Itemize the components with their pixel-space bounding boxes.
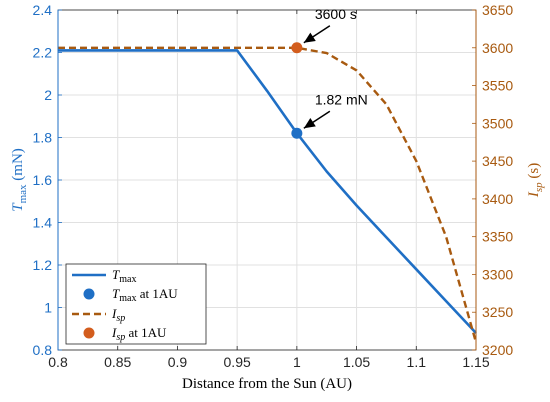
right-y-axis: 3200 3250 3300 3350 3400 3450 3500 3550 3600 3650 (472, 2, 513, 358)
x-tick-label: 1.15 (462, 354, 489, 370)
annotation-label: 1.82 mN (315, 91, 368, 107)
left-y-tick-label: 1.4 (33, 215, 53, 231)
series-layer (58, 42, 478, 343)
legend-label: Isp (111, 306, 125, 324)
left-y-axis: 0.8 1 1.2 1.4 1.6 1.8 2 2.2 2.4 (33, 2, 62, 358)
left-y-tick-label: 1 (44, 300, 52, 316)
right-y-tick-label: 3550 (482, 78, 513, 94)
left-y-tick-label: 1.6 (33, 172, 53, 188)
data-point-i-sp-at-1au (291, 42, 303, 54)
x-tick-label: 1.1 (407, 354, 427, 370)
left-y-tick-label: 2.2 (33, 45, 53, 61)
right-y-axis-label: Isp (s) (526, 163, 545, 198)
x-tick-label: 0.85 (104, 354, 131, 370)
x-tick-label: 1.05 (343, 354, 370, 370)
legend-swatch (83, 327, 95, 339)
right-y-tick-label: 3200 (482, 342, 513, 358)
annotation-arrowhead (303, 32, 316, 43)
legend-label: Isp at 1AU (111, 325, 167, 343)
x-axis-label: Distance from the Sun (AU) (182, 376, 352, 392)
x-axis: 0.8 0.85 0.9 0.95 1 1.05 1.1 1.15 (48, 10, 490, 370)
legend-label: Tmax (112, 267, 136, 285)
series-line-t-max (58, 49, 477, 334)
x-tick-label: 1 (293, 354, 301, 370)
right-y-tick-label: 3300 (482, 266, 513, 282)
left-y-tick-label: 2 (44, 87, 52, 103)
x-tick-label: 0.9 (168, 354, 188, 370)
right-y-tick-label: 3650 (482, 2, 513, 18)
right-y-tick-label: 3400 (482, 191, 513, 207)
right-y-tick-label: 3500 (482, 115, 513, 131)
legend-label: Tmax at 1AU (112, 286, 178, 304)
annotations: 3600 s 1.82 mN (303, 6, 368, 129)
right-y-tick-label: 3350 (482, 229, 513, 245)
left-y-tick-label: 1.8 (33, 130, 53, 146)
x-tick-label: 0.8 (48, 354, 68, 370)
right-y-tick-label: 3600 (482, 40, 513, 56)
annotation-label: 3600 s (315, 6, 357, 22)
left-y-tick-label: 2.4 (33, 2, 53, 18)
data-point-t-max-at-1au (291, 127, 303, 139)
left-y-tick-label: 0.8 (33, 342, 53, 358)
series-line-i-sp (58, 46, 478, 343)
annotation-arrowhead (303, 118, 316, 129)
left-y-tick-label: 1.2 (33, 257, 53, 273)
x-tick-label: 0.95 (224, 354, 251, 370)
right-y-tick-label: 3450 (482, 153, 513, 169)
right-y-tick-label: 3250 (482, 304, 513, 320)
legend-swatch (83, 288, 95, 300)
left-y-axis-label: Tmax (mN) (10, 148, 29, 212)
